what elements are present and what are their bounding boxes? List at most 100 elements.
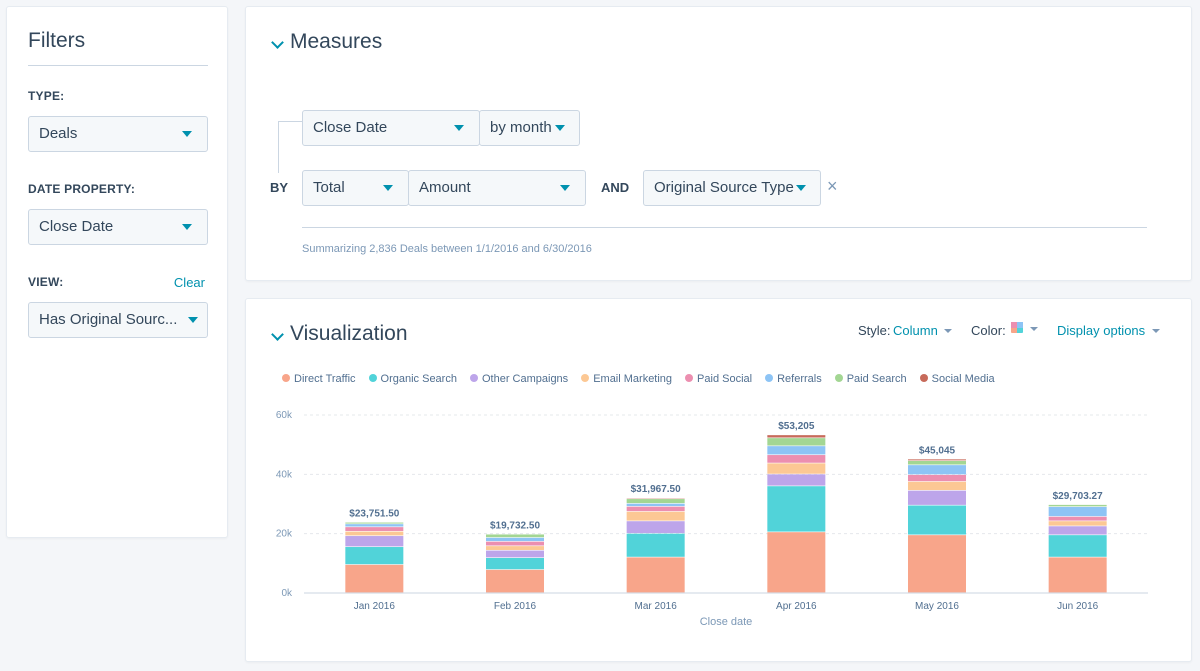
bar-segment[interactable] — [1048, 521, 1107, 526]
legend-label: Paid Search — [846, 373, 907, 385]
bar-segment[interactable] — [1048, 557, 1107, 593]
legend-swatch — [282, 374, 290, 382]
legend-swatch — [919, 374, 928, 382]
chevron-down-icon — [383, 185, 393, 191]
bar-segment[interactable] — [767, 463, 826, 474]
legend-swatch — [765, 374, 774, 382]
bar-segment[interactable] — [486, 557, 544, 570]
measure-select[interactable]: Amount — [408, 170, 586, 206]
chevron-down-icon — [182, 131, 192, 137]
bar-total-label: $23,751.50 — [349, 509, 399, 520]
bar-segment[interactable] — [626, 499, 685, 504]
legend-item[interactable]: Direct Traffic — [282, 373, 356, 385]
chart-legend: Direct Traffic Organic Search Other Campai… — [282, 373, 1008, 385]
and-label: AND — [601, 180, 630, 195]
bar-segment[interactable] — [767, 474, 826, 486]
bar-segment[interactable] — [345, 536, 404, 547]
visualization-title: Visualization — [290, 322, 408, 345]
x-tick-label: Apr 2016 — [776, 601, 817, 612]
view-label: VIEW: — [28, 275, 64, 289]
y-tick-label: 60k — [276, 410, 293, 421]
bar-segment[interactable] — [1048, 516, 1107, 521]
chevron-down-icon — [454, 125, 464, 131]
bar-segment[interactable] — [626, 533, 685, 557]
bar-segment[interactable] — [767, 455, 826, 463]
visualization-panel: Visualization Style: Column Color: Displ… — [245, 298, 1192, 662]
bar-segment[interactable] — [767, 438, 826, 446]
measures-title: Measures — [290, 30, 383, 53]
bar-segment[interactable] — [908, 460, 966, 465]
legend-item[interactable]: Social Media — [919, 373, 995, 385]
legend-swatch — [685, 374, 694, 382]
chevron-down-icon — [188, 317, 198, 323]
x-tick-label: Jan 2016 — [354, 601, 396, 612]
bar-segment[interactable] — [486, 550, 544, 558]
view-select-value: Has Original Sourc... — [39, 311, 178, 328]
bar-segment[interactable] — [908, 459, 966, 461]
bar-segment[interactable] — [1048, 504, 1107, 507]
legend-item[interactable]: Email Marketing — [581, 373, 672, 385]
by-bracket-line — [278, 121, 303, 173]
y-tick-label: 40k — [276, 469, 293, 480]
bar-segment[interactable] — [626, 521, 685, 534]
frequency-select[interactable]: by month — [479, 110, 580, 146]
y-tick-label: 20k — [276, 529, 293, 540]
bar-segment[interactable] — [626, 511, 685, 521]
view-select[interactable]: Has Original Sourc... — [28, 302, 208, 338]
legend-label: Email Marketing — [593, 373, 673, 385]
date-property-select[interactable]: Close Date — [28, 209, 208, 245]
summary-text: Summarizing 2,836 Deals between 1/1/2016… — [302, 243, 592, 255]
bar-segment[interactable] — [626, 503, 685, 507]
date-property-value: Close Date — [39, 218, 114, 235]
bar-segment[interactable] — [1048, 526, 1107, 535]
bar-segment[interactable] — [908, 490, 966, 505]
bar-segment[interactable] — [486, 534, 544, 538]
bar-segment[interactable] — [767, 446, 826, 455]
legend-label: Social Media — [931, 373, 995, 385]
bar-segment[interactable] — [908, 465, 966, 475]
breakdown-select[interactable]: Original Source Type — [643, 170, 821, 206]
collapse-chevron-icon[interactable] — [271, 36, 284, 49]
bar-segment[interactable] — [486, 537, 544, 542]
bar-segment[interactable] — [908, 505, 966, 535]
bar-segment[interactable] — [345, 527, 404, 531]
legend-label: Referrals — [777, 373, 822, 385]
aggregate-select[interactable]: Total — [302, 170, 409, 206]
bar-segment[interactable] — [626, 506, 685, 512]
color-palette-icon[interactable] — [1011, 321, 1023, 333]
legend-item[interactable]: Organic Search — [368, 373, 457, 385]
legend-item[interactable]: Other Campaigns — [469, 373, 569, 385]
legend-item[interactable]: Paid Social — [685, 373, 752, 385]
bar-segment[interactable] — [626, 557, 685, 593]
legend-item[interactable]: Paid Search — [834, 373, 907, 385]
bar-segment[interactable] — [345, 547, 404, 565]
collapse-chevron-icon[interactable] — [271, 328, 284, 341]
bar-segment[interactable] — [767, 435, 826, 438]
chevron-down-icon — [1152, 329, 1160, 333]
bar-segment[interactable] — [486, 541, 544, 546]
display-options-dropdown[interactable]: Display options — [1057, 323, 1146, 338]
bar-segment[interactable] — [345, 524, 404, 527]
measures-panel: Measures Close Date by month BY Total Am… — [245, 6, 1192, 281]
bar-segment[interactable] — [1048, 506, 1107, 517]
bar-segment[interactable] — [908, 535, 966, 593]
bar-segment[interactable] — [345, 531, 404, 536]
bar-segment[interactable] — [486, 546, 544, 550]
legend-label: Other Campaigns — [481, 373, 569, 385]
view-clear-link[interactable]: Clear — [173, 275, 205, 290]
bar-segment[interactable] — [345, 564, 404, 593]
bar-segment[interactable] — [767, 532, 826, 593]
bar-segment[interactable] — [1048, 535, 1107, 557]
chevron-down-icon — [796, 185, 806, 191]
type-select[interactable]: Deals — [28, 116, 208, 152]
bar-segment[interactable] — [345, 522, 404, 524]
legend-item[interactable]: Referrals — [765, 373, 822, 385]
bar-segment[interactable] — [908, 474, 966, 482]
bar-segment[interactable] — [767, 486, 826, 532]
bar-segment[interactable] — [908, 481, 966, 491]
chevron-down-icon — [560, 185, 570, 191]
remove-breakdown-icon[interactable]: × — [827, 176, 838, 196]
style-dropdown[interactable]: Column — [893, 323, 938, 338]
bar-segment[interactable] — [486, 569, 544, 593]
date-field-select[interactable]: Close Date — [302, 110, 480, 146]
